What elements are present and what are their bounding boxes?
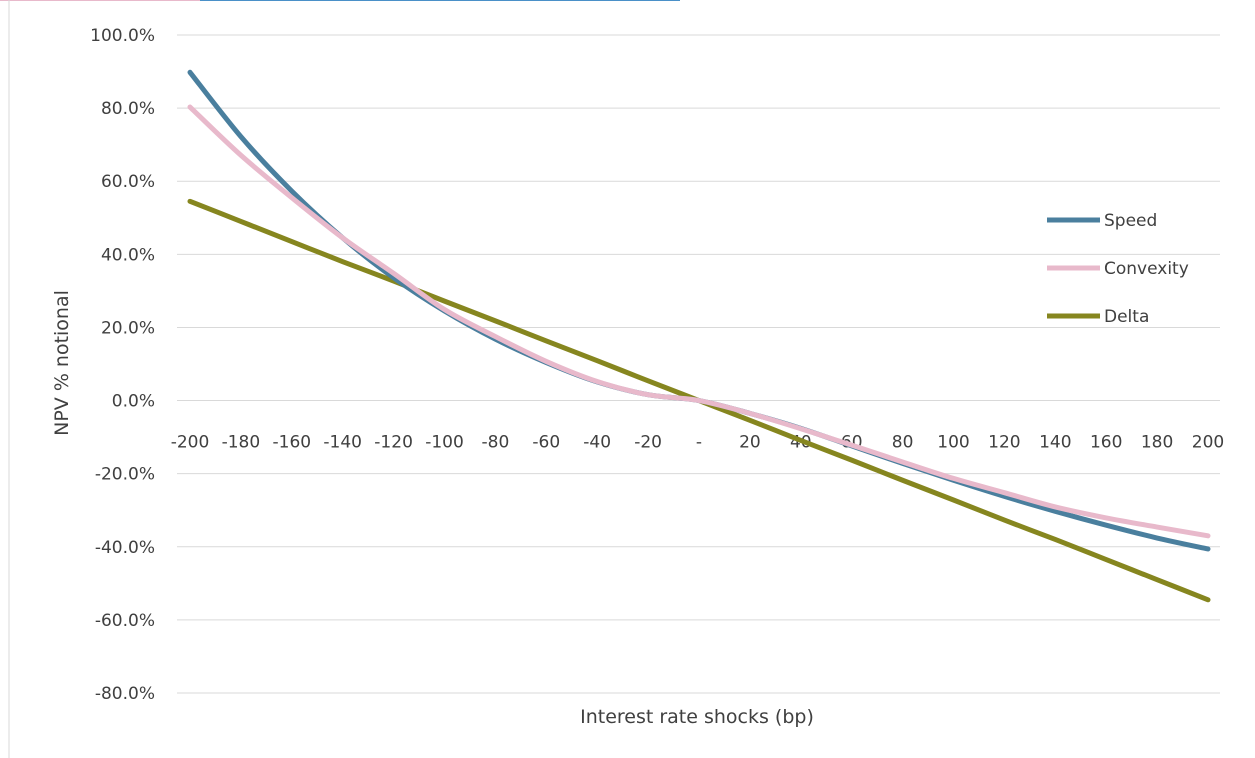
y-tick-label: -80.0% — [95, 684, 155, 704]
x-tick-label: 160 — [1090, 433, 1122, 453]
legend: Speed Convexity Delta — [1047, 211, 1189, 327]
x-tick-label: -160 — [273, 433, 312, 453]
y-tick-label: -40.0% — [95, 538, 155, 558]
x-tick-labels: -200 -180 -160 -140 -120 -100 -80 -60 -40 -20-20 4… — [171, 433, 1225, 453]
x-tick-label: -60 — [532, 433, 560, 453]
legend-label-convexity: Convexity — [1104, 259, 1189, 279]
y-axis-label: NPV % notional — [51, 290, 73, 436]
series-line-convexity — [187, 104, 1211, 539]
x-tick-label: -20 — [634, 433, 662, 453]
x-tick-label: 80 — [892, 433, 914, 453]
legend-label-delta: Delta — [1104, 307, 1149, 327]
y-tick-label: 0.0% — [112, 392, 155, 412]
x-axis-label: Interest rate shocks (bp) — [580, 706, 814, 728]
y-tick-label: 60.0% — [101, 172, 155, 192]
x-tick-label: -40 — [583, 433, 611, 453]
x-tick-label: -140 — [323, 433, 362, 453]
x-tick-label: 20 — [739, 433, 761, 453]
y-tick-label: 40.0% — [101, 245, 155, 265]
y-tick-label: -20.0% — [95, 465, 155, 485]
x-tick-label: 180 — [1141, 433, 1173, 453]
legend-label-speed: Speed — [1104, 211, 1157, 231]
x-tick-label: 140 — [1039, 433, 1071, 453]
x-tick-label: -100 — [425, 433, 464, 453]
gridlines — [177, 34, 1220, 694]
x-tick-label: - — [696, 433, 702, 453]
y-tick-label: 100.0% — [90, 26, 155, 46]
y-tick-label: 20.0% — [101, 318, 155, 338]
x-tick-label: 120 — [988, 433, 1020, 453]
x-tick-label: 200 — [1192, 433, 1224, 453]
y-tick-label: 80.0% — [101, 99, 155, 119]
series-lines — [187, 69, 1211, 603]
y-tick-labels: 100.0% 80.0% 60.0% 40.0% 20.0% 0.0% -20.0% -40.… — [90, 26, 155, 704]
x-tick-label: 100 — [937, 433, 969, 453]
x-tick-label: -80 — [482, 433, 510, 453]
series-line-speed — [187, 69, 1211, 552]
y-tick-label: -60.0% — [95, 611, 155, 631]
x-tick-label: -200 — [171, 433, 210, 453]
x-tick-label: -180 — [222, 433, 261, 453]
x-tick-label: -120 — [374, 433, 413, 453]
